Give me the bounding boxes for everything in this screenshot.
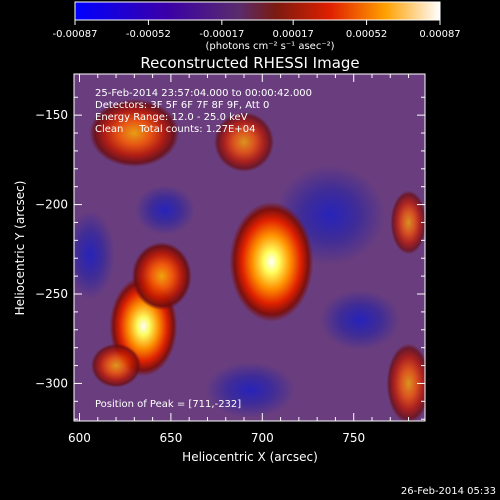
source-blob xyxy=(214,111,275,172)
y-tick-label: −300 xyxy=(35,376,68,390)
source-blob xyxy=(91,343,142,388)
colorbar-tick-label: 0.00052 xyxy=(346,29,387,40)
x-tick-label: 600 xyxy=(68,431,91,445)
colorbar-tick-label: 0.00087 xyxy=(419,29,460,40)
colorbar-ticks: -0.00087 -0.00052 -0.00017 0.00017 0.00052 0.… xyxy=(53,20,461,40)
x-tick-label: 650 xyxy=(159,431,182,445)
colorbar xyxy=(74,1,441,21)
colorbar-tick-label: -0.00087 xyxy=(53,29,98,40)
x-tick-label: 750 xyxy=(342,431,365,445)
annotation-clean: Clean Total counts: 1.27E+04 xyxy=(95,124,255,135)
x-axis-label: Heliocentric X (arcsec) xyxy=(182,450,318,464)
colorbar-tick-label: -0.00052 xyxy=(126,29,171,40)
axis-ticks: 600 650 700 750 −150 −200 −250 −300 xyxy=(35,74,425,445)
annotation-peak: Position of Peak = [711,-232] xyxy=(95,399,241,410)
annotation-energy: Energy Range: 12.0 - 25.0 keV xyxy=(95,112,248,123)
source-blob xyxy=(229,201,314,322)
colorbar-unit-label: (photons cm⁻² s⁻¹ asec⁻²) xyxy=(205,41,334,52)
colorbar-tick-label: 0.00017 xyxy=(272,29,313,40)
x-tick-label: 700 xyxy=(251,431,274,445)
cool-region xyxy=(74,210,115,300)
cool-region xyxy=(205,362,295,418)
plot-area: 25-Feb-2014 23:57:04.000 to 00:00:42.000… xyxy=(74,74,425,421)
source-blob xyxy=(131,242,192,311)
cool-region xyxy=(320,290,400,350)
annotation-detectors: Detectors: 3F 5F 6F 7F 8F 9F, Att 0 xyxy=(95,100,269,111)
cool-region xyxy=(135,185,195,235)
y-tick-label: −200 xyxy=(35,198,68,212)
source-blob xyxy=(386,343,425,421)
plot-frame xyxy=(73,73,426,422)
source-blob xyxy=(89,99,180,168)
y-axis-label: Heliocentric Y (arcsec) xyxy=(13,181,27,316)
y-tick-label: −250 xyxy=(35,287,68,301)
annotation-time: 25-Feb-2014 23:57:04.000 to 00:00:42.000 xyxy=(95,88,312,99)
source-blob xyxy=(390,190,425,255)
chart-title: Reconstructed RHESSI Image xyxy=(140,54,359,72)
source-blobs xyxy=(89,99,425,421)
y-tick-label: −150 xyxy=(35,108,68,122)
colorbar-tick-label: -0.00017 xyxy=(199,29,244,40)
footer-timestamp: 26-Feb-2014 05:33 xyxy=(401,486,496,497)
